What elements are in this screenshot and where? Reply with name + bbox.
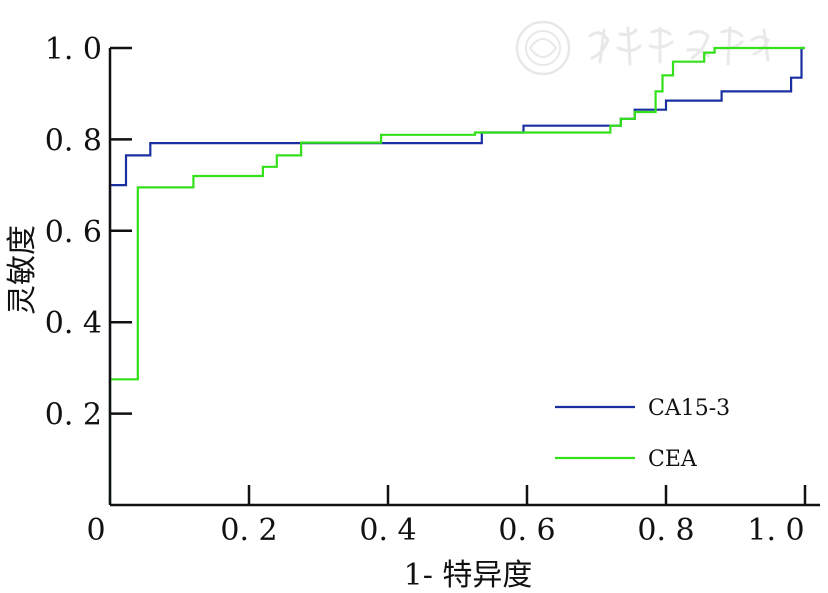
y-axis-title: 灵敏度 — [5, 225, 40, 315]
x-axis-title: 1- 特异度 — [404, 558, 533, 593]
ticks-layer — [110, 46, 807, 505]
x-tick-label: 0. 4 — [359, 513, 416, 548]
tick-labels: 0 0. 2 0. 4 0. 6 0. 8 1. 0 0. 2 0. 4 0. 6 0. 8 1. … — [45, 32, 805, 548]
x-tick-label: 0. 6 — [498, 513, 555, 548]
legend: CA15-3 CEA — [555, 396, 730, 472]
legend-label-cea: CEA — [648, 447, 698, 472]
series-line-ca15-3 — [108, 46, 805, 505]
series-layer — [108, 46, 805, 505]
axes — [108, 48, 820, 507]
y-tick-label: 0. 8 — [45, 123, 102, 158]
x-tick-label: 1. 0 — [747, 513, 804, 548]
y-tick-label: 0. 2 — [45, 398, 102, 433]
x-tick-label: 0. 8 — [637, 513, 694, 548]
legend-label-ca15-3: CA15-3 — [648, 396, 730, 421]
series-line-cea — [108, 46, 805, 505]
plot-area — [108, 46, 820, 507]
y-tick-label: 0. 6 — [45, 215, 102, 250]
x-tick-label: 0 — [86, 513, 105, 548]
y-tick-label: 1. 0 — [45, 32, 102, 67]
y-tick-label: 0. 4 — [45, 306, 102, 341]
x-tick-label: 0. 2 — [220, 513, 277, 548]
